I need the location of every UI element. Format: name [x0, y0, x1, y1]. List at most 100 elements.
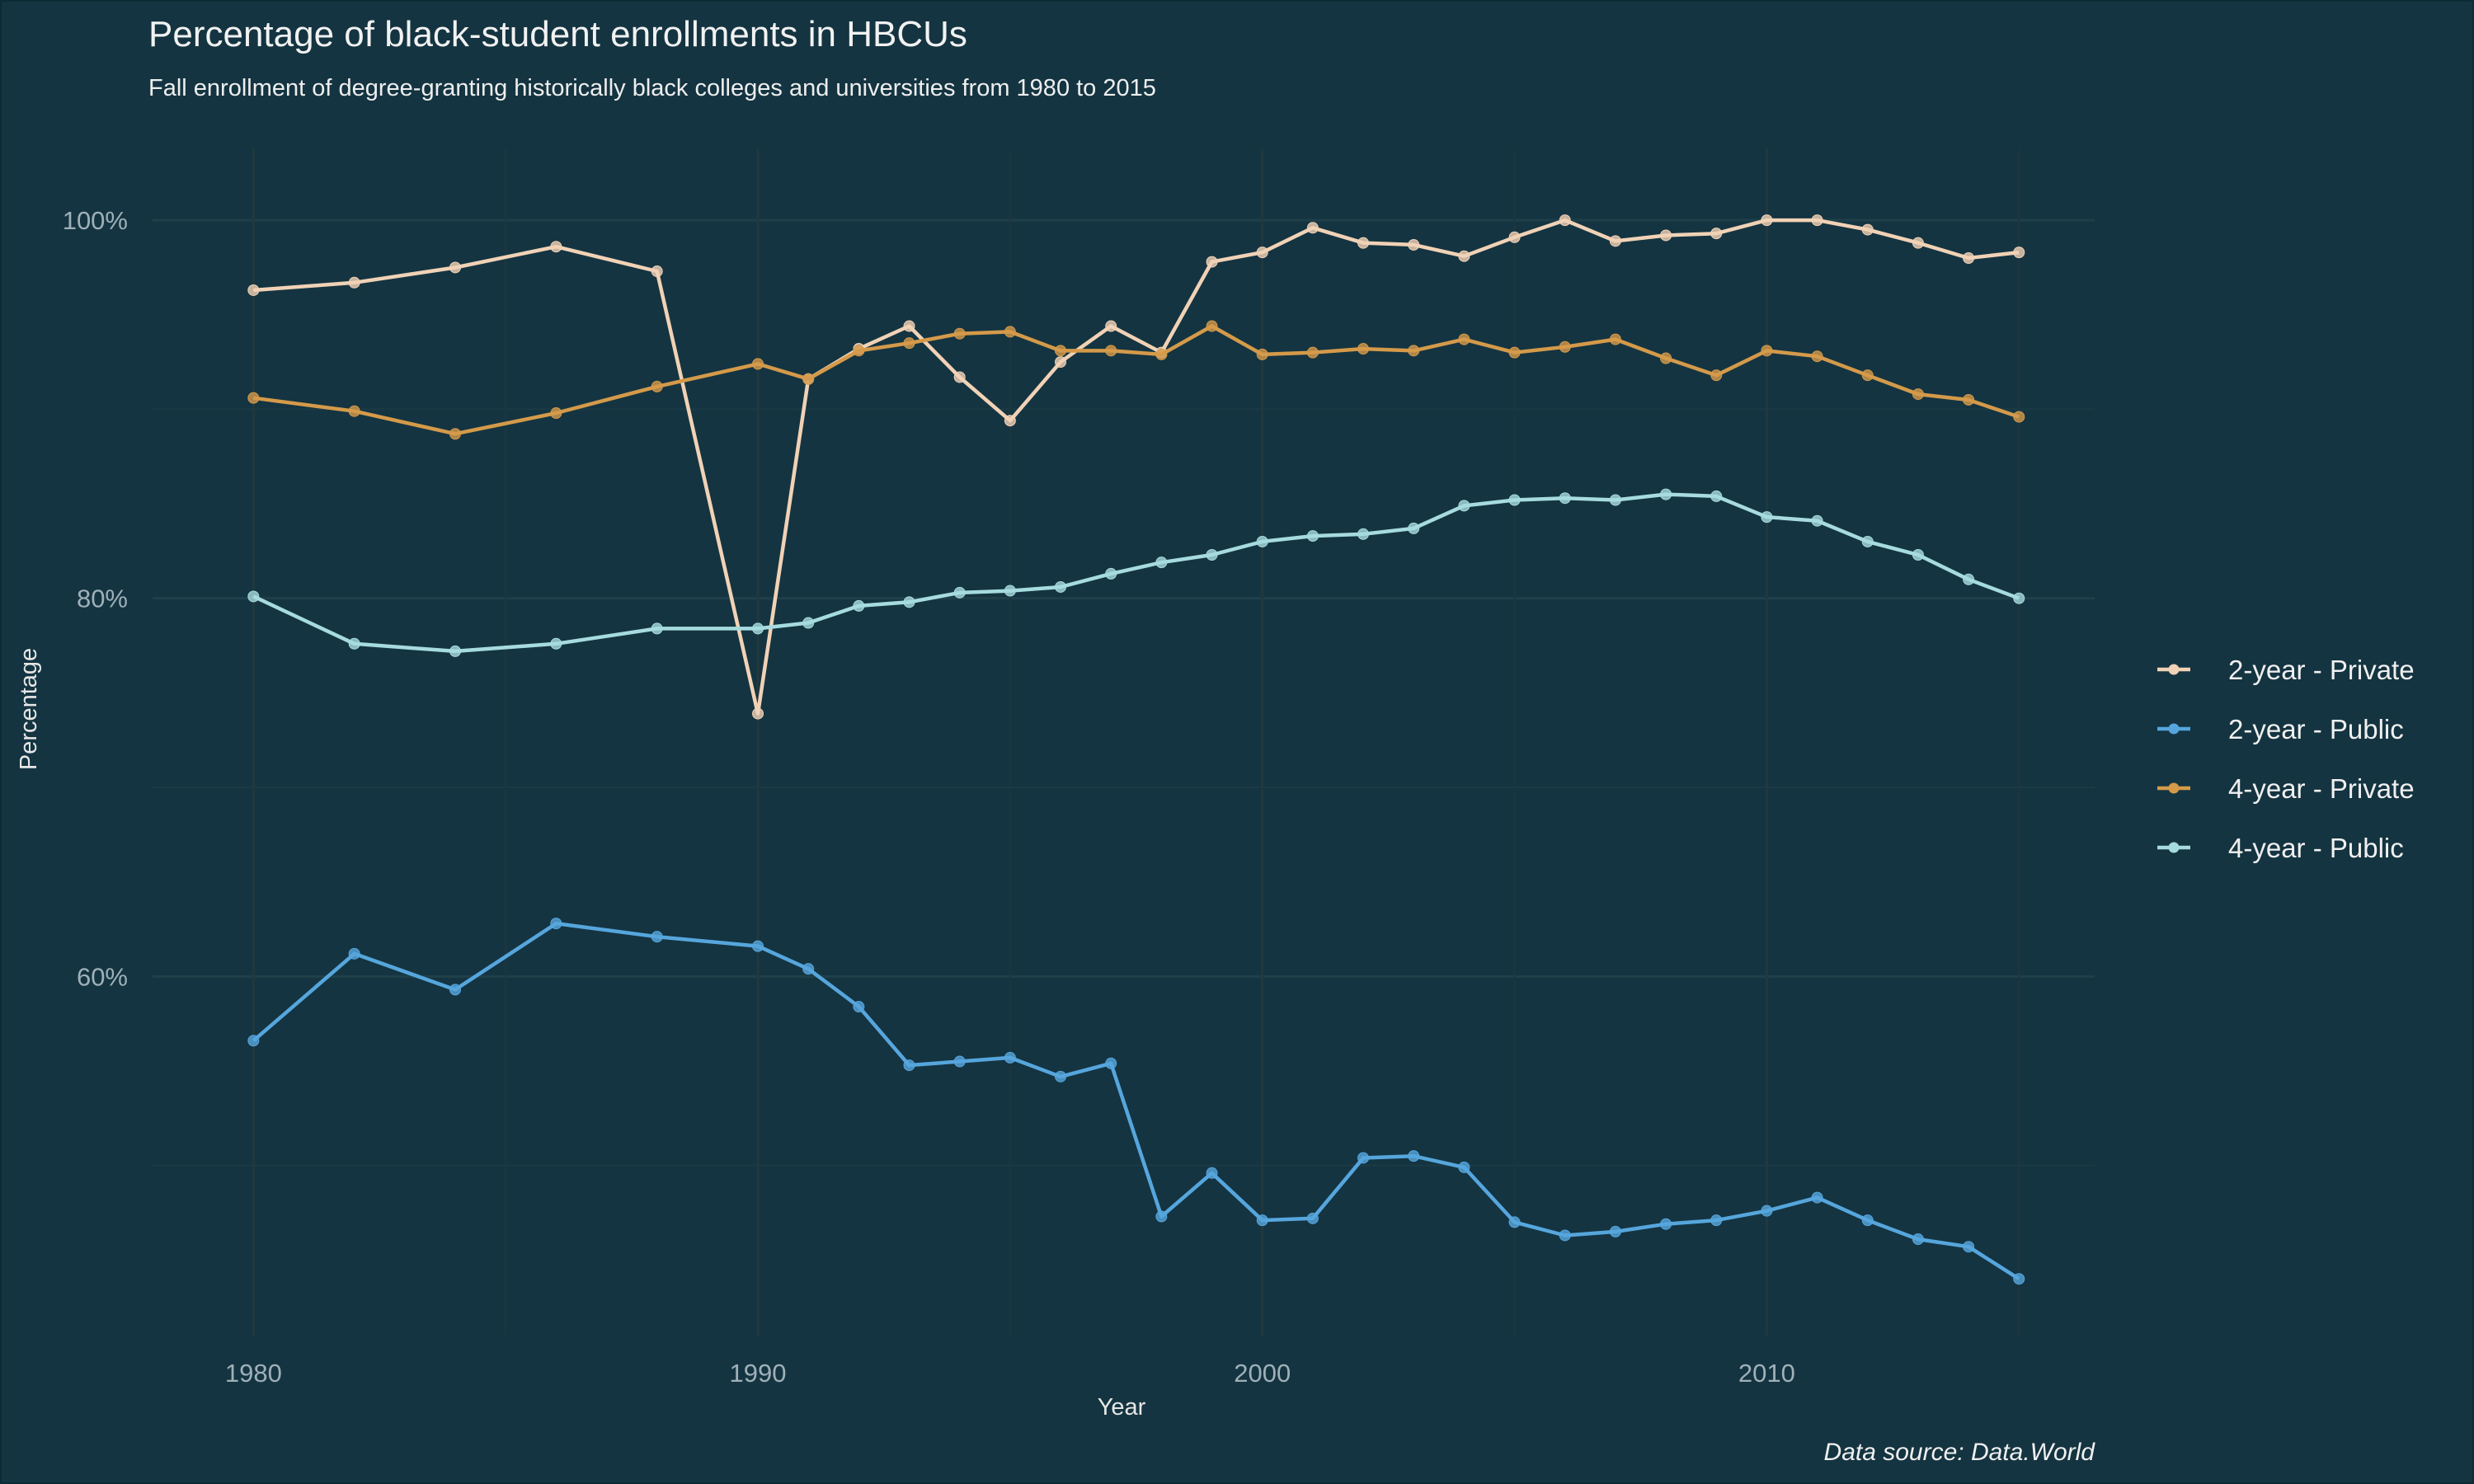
- data-point: [1761, 511, 1773, 524]
- data-point: [1357, 1152, 1370, 1164]
- data-point: [651, 380, 663, 392]
- data-point: [1408, 522, 1420, 534]
- data-point: [1963, 1241, 1975, 1253]
- data-point: [1256, 348, 1268, 360]
- legend-label: 2-year - Public: [2228, 714, 2404, 744]
- data-point: [1004, 585, 1016, 597]
- data-point: [853, 345, 865, 357]
- data-point: [1761, 345, 1773, 357]
- data-point: [953, 327, 966, 340]
- data-point: [550, 637, 562, 650]
- data-point: [1306, 346, 1319, 359]
- series-4-year-public: [247, 488, 2025, 657]
- legend-key-point: [2168, 842, 2180, 853]
- data-point: [651, 622, 663, 635]
- data-point: [1256, 247, 1268, 259]
- data-point: [550, 241, 562, 253]
- data-point: [1408, 1150, 1420, 1162]
- data-point: [1055, 345, 1067, 357]
- data-point: [853, 1001, 865, 1013]
- data-point: [1811, 1191, 1823, 1204]
- data-point: [651, 931, 663, 943]
- data-point: [802, 963, 815, 975]
- data-point: [247, 392, 260, 404]
- data-point: [1508, 346, 1521, 359]
- data-point: [752, 707, 764, 720]
- data-point: [903, 596, 915, 608]
- y-axis-title: Percentage: [16, 648, 42, 770]
- data-point: [1357, 528, 1370, 540]
- data-point: [1004, 326, 1016, 338]
- x-axis-title: Year: [1098, 1394, 1146, 1421]
- data-point: [903, 320, 915, 332]
- data-point: [1811, 514, 1823, 527]
- data-point: [1660, 352, 1672, 364]
- data-point: [1559, 1229, 1571, 1242]
- legend-key-point: [2168, 664, 2180, 675]
- data-point: [2013, 411, 2025, 423]
- data-point: [1710, 369, 1723, 382]
- data-point: [348, 947, 360, 960]
- data-point: [1508, 494, 1521, 506]
- data-point: [1811, 350, 1823, 363]
- data-point: [1105, 567, 1117, 580]
- data-point: [1761, 214, 1773, 227]
- data-point: [2013, 1273, 2025, 1285]
- data-point: [247, 1035, 260, 1047]
- data-point: [802, 373, 815, 385]
- data-point: [1408, 238, 1420, 251]
- legend-item: 2-year - Public: [2157, 714, 2404, 744]
- data-point: [1206, 320, 1218, 332]
- data-point: [1710, 228, 1723, 240]
- data-point: [2013, 247, 2025, 259]
- data-point: [2013, 592, 2025, 604]
- legend-item: 4-year - Private: [2157, 773, 2415, 804]
- chart-title: Percentage of black-student enrollments …: [148, 14, 967, 54]
- data-point: [449, 261, 462, 274]
- data-point: [752, 622, 764, 635]
- data-point: [1710, 490, 1723, 502]
- x-tick-label: 2010: [1738, 1359, 1795, 1388]
- legend-item: 2-year - Private: [2157, 655, 2415, 685]
- data-point: [1912, 237, 1924, 249]
- data-point: [1963, 251, 1975, 264]
- data-point: [1408, 345, 1420, 357]
- data-point: [348, 637, 360, 650]
- data-point: [1256, 1214, 1268, 1227]
- data-point: [1357, 343, 1370, 355]
- data-point: [348, 405, 360, 417]
- chart-subtitle: Fall enrollment of degree-granting histo…: [148, 75, 1156, 101]
- data-point: [1761, 1205, 1773, 1217]
- data-point: [1660, 488, 1672, 500]
- data-point: [1206, 256, 1218, 268]
- legend-label: 2-year - Private: [2228, 655, 2415, 685]
- data-point: [1105, 320, 1117, 332]
- legend: 2-year - Private 2-year - Public 4-year - …: [2157, 655, 2415, 863]
- data-point: [1458, 1161, 1470, 1173]
- data-point: [247, 284, 260, 296]
- data-point: [1912, 388, 1924, 401]
- series-2-year-public: [247, 918, 2025, 1285]
- data-point: [1609, 1225, 1621, 1237]
- data-point: [903, 1059, 915, 1072]
- data-point: [1861, 535, 1874, 547]
- data-point: [1155, 348, 1168, 360]
- data-point: [1306, 1212, 1319, 1224]
- y-tick-label: 60%: [77, 962, 128, 991]
- series-4-year-private: [247, 320, 2025, 440]
- series-lines: [247, 214, 2025, 1285]
- series-2-year-private: [247, 214, 2025, 720]
- data-point: [1105, 345, 1117, 357]
- data-point: [1660, 1218, 1672, 1230]
- data-point: [1004, 415, 1016, 427]
- data-point: [953, 371, 966, 383]
- data-point: [1963, 573, 1975, 585]
- x-tick-label: 1980: [225, 1359, 282, 1388]
- data-point: [1861, 369, 1874, 382]
- data-point: [1155, 1210, 1168, 1223]
- data-point: [1306, 222, 1319, 234]
- y-tick-label: 100%: [63, 206, 128, 235]
- legend-key-point: [2168, 723, 2180, 735]
